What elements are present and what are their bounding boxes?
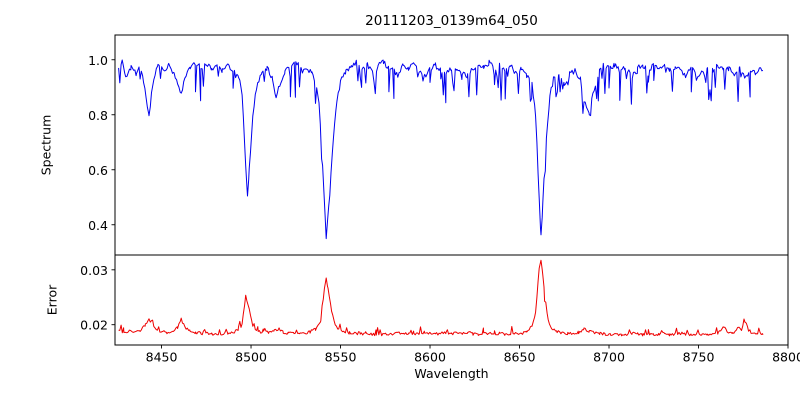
- data-lines: [118, 59, 764, 337]
- spectrum-line: [118, 59, 764, 240]
- y-tick-label: 0.6: [88, 163, 108, 178]
- chart-title: 20111203_0139m64_050: [365, 13, 538, 29]
- y-tick-label: 0.03: [80, 263, 108, 278]
- x-tick-label: 8650: [504, 350, 536, 365]
- spectrum-panel-border: [114, 34, 789, 256]
- y-tick-label: 0.02: [80, 318, 108, 333]
- y-tick-label: 0.8: [88, 108, 108, 123]
- x-axis-label: Wavelength: [414, 366, 489, 381]
- x-tick-label: 8800: [772, 350, 800, 365]
- error-panel-border: [114, 254, 789, 346]
- x-tick-label: 8450: [146, 350, 178, 365]
- y-tick-label: 0.4: [88, 218, 108, 233]
- x-tick-label: 8550: [325, 350, 357, 365]
- x-tick-label: 8500: [235, 350, 267, 365]
- x-tick-label: 8600: [414, 350, 446, 365]
- x-tick-label: 8700: [593, 350, 625, 365]
- axis-ticks: 8450 8500 8550 8600 8650 8700 8750 8800 0.4 0.6 0.…: [80, 53, 800, 365]
- error-line: [118, 259, 764, 337]
- x-tick-label: 8750: [683, 350, 715, 365]
- y-tick-label: 1.0: [88, 53, 108, 68]
